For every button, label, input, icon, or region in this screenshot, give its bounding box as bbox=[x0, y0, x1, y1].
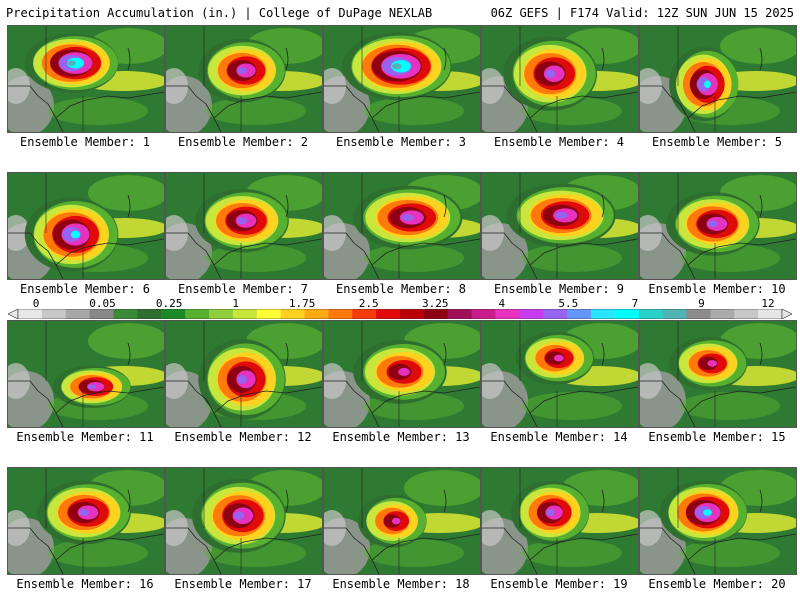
ensemble-map-10 bbox=[639, 172, 797, 280]
model-run-info: 06Z GEFS | F174 Valid: 12Z SUN JUN 15 20… bbox=[490, 6, 794, 20]
ensemble-member-label: Ensemble Member: 4 bbox=[493, 135, 625, 149]
ensemble-member-label: Ensemble Member: 14 bbox=[490, 430, 628, 444]
color-scale-legend: 0 0.05 0.25 1 1.75 2.5 3.25 4 5.5 7 9 12 bbox=[8, 297, 792, 319]
ensemble-map-3 bbox=[323, 25, 481, 133]
ensemble-map-5 bbox=[639, 25, 797, 133]
ensemble-member-label: Ensemble Member: 13 bbox=[332, 430, 470, 444]
scale-tick-label: 12 bbox=[761, 297, 775, 310]
ensemble-map-9 bbox=[481, 172, 639, 280]
ensemble-member-label: Ensemble Member: 18 bbox=[332, 577, 470, 591]
ensemble-map-16 bbox=[7, 467, 165, 575]
ensemble-map-8 bbox=[323, 172, 481, 280]
ensemble-member-label: Ensemble Member: 19 bbox=[490, 577, 628, 591]
ensemble-member-label: Ensemble Member: 16 bbox=[16, 577, 154, 591]
ensemble-map-20 bbox=[639, 467, 797, 575]
ensemble-map-4 bbox=[481, 25, 639, 133]
ensemble-member-label: Ensemble Member: 3 bbox=[335, 135, 467, 149]
ensemble-member-label: Ensemble Member: 6 bbox=[19, 282, 151, 296]
ensemble-member-label: Ensemble Member: 11 bbox=[16, 430, 154, 444]
ensemble-map-11 bbox=[7, 320, 165, 428]
scale-tick-label: 0 bbox=[32, 297, 40, 310]
scale-tick-label: 7 bbox=[631, 297, 639, 310]
ensemble-map-14 bbox=[481, 320, 639, 428]
scale-tick-label: 2.5 bbox=[358, 297, 379, 310]
ensemble-member-label: Ensemble Member: 9 bbox=[493, 282, 625, 296]
scale-tick-label: 3.25 bbox=[422, 297, 449, 310]
scale-tick-label: 1.75 bbox=[288, 297, 316, 310]
ensemble-map-6 bbox=[7, 172, 165, 280]
scale-tick-label: 0.25 bbox=[155, 297, 183, 310]
ensemble-map-19 bbox=[481, 467, 639, 575]
scale-tick-label: 4 bbox=[498, 297, 506, 310]
ensemble-map-13 bbox=[323, 320, 481, 428]
ensemble-member-label: Ensemble Member: 2 bbox=[177, 135, 309, 149]
ensemble-map-2 bbox=[165, 25, 323, 133]
map-title: Precipitation Accumulation (in.) | Colle… bbox=[6, 6, 433, 20]
ensemble-member-label: Ensemble Member: 8 bbox=[335, 282, 467, 296]
ensemble-member-label: Ensemble Member: 12 bbox=[174, 430, 312, 444]
ensemble-member-label: Ensemble Member: 5 bbox=[651, 135, 783, 149]
scale-tick-label: 5.5 bbox=[558, 297, 579, 310]
ensemble-member-label: Ensemble Member: 15 bbox=[648, 430, 786, 444]
ensemble-member-label: Ensemble Member: 1 bbox=[19, 135, 151, 149]
ensemble-map-7 bbox=[165, 172, 323, 280]
ensemble-map-18 bbox=[323, 467, 481, 575]
ensemble-member-label: Ensemble Member: 17 bbox=[174, 577, 312, 591]
ensemble-map-1 bbox=[7, 25, 165, 133]
ensemble-map-12 bbox=[165, 320, 323, 428]
scale-tick-label: 9 bbox=[698, 297, 705, 310]
ensemble-member-label: Ensemble Member: 7 bbox=[177, 282, 309, 296]
ensemble-member-label: Ensemble Member: 20 bbox=[648, 577, 786, 591]
ensemble-map-17 bbox=[165, 467, 323, 575]
scale-tick-label: 0.05 bbox=[89, 297, 116, 310]
scale-tick-label: 1 bbox=[232, 297, 239, 310]
scale-bar bbox=[8, 309, 792, 319]
ensemble-map-15 bbox=[639, 320, 797, 428]
ensemble-member-label: Ensemble Member: 10 bbox=[648, 282, 786, 296]
